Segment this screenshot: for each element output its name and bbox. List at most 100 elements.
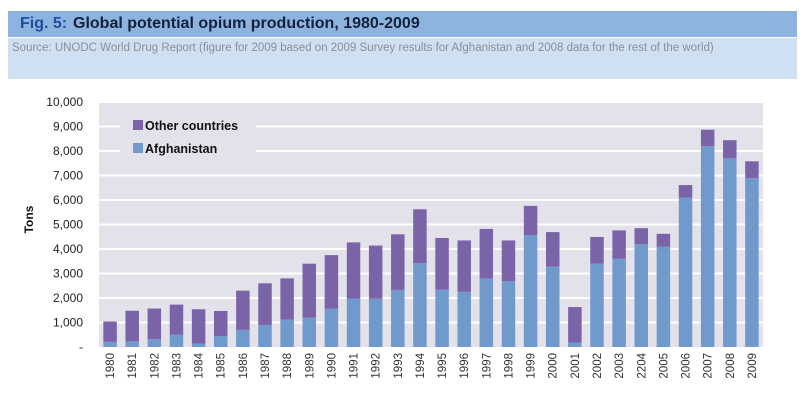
x-tick-label: 1995 xyxy=(437,353,449,379)
legend-label-other-countries: Other countries xyxy=(145,119,238,133)
bar-other-countries xyxy=(479,228,494,279)
y-tick-label: 10,000 xyxy=(46,95,83,109)
x-tick-label: 2009 xyxy=(747,353,759,379)
x-tick-label: 1991 xyxy=(349,353,361,379)
bar-other-countries xyxy=(656,233,671,247)
bar-afghanistan xyxy=(568,342,582,347)
bar-other-countries xyxy=(368,245,383,299)
bar-afghanistan xyxy=(346,298,361,347)
x-tick-label: 2001 xyxy=(570,353,582,379)
bar-other-countries xyxy=(302,263,317,318)
bar-other-countries xyxy=(501,240,516,282)
gridlines xyxy=(99,101,763,324)
x-tick-label: 1999 xyxy=(526,353,538,379)
bar-other-countries xyxy=(213,310,228,336)
bar-other-countries xyxy=(435,237,449,290)
x-tick-label: 1985 xyxy=(216,353,228,379)
bar-other-countries xyxy=(723,140,737,159)
bars xyxy=(103,129,759,347)
bar-other-countries xyxy=(413,209,427,264)
x-tick-label: 2002 xyxy=(592,353,604,379)
figure-header: Fig. 5: Global potential opium productio… xyxy=(8,11,797,37)
y-tick-label: - xyxy=(79,340,83,354)
y-tick-label: 8,000 xyxy=(53,144,83,158)
bar-afghanistan xyxy=(501,281,516,347)
bar-other-countries xyxy=(568,307,582,343)
bar-afghanistan xyxy=(678,197,693,347)
bar-other-countries xyxy=(324,255,339,309)
x-tick-label: 2000 xyxy=(548,353,560,379)
legend-swatch-other-countries xyxy=(133,120,143,130)
bar-afghanistan xyxy=(302,317,317,347)
bar-afghanistan xyxy=(191,343,206,347)
x-tick-label: 2008 xyxy=(725,353,737,379)
y-axis-ticks: - 1,000 2,000 3,000 4,000 5,000 6,000 7,000 8,00… xyxy=(46,95,83,354)
bar-afghanistan xyxy=(280,319,294,347)
x-tick-label: 1998 xyxy=(503,353,515,379)
bar-other-countries xyxy=(612,230,626,259)
bar-other-countries xyxy=(191,309,206,344)
bar-other-countries xyxy=(280,278,294,320)
x-tick-label: 1992 xyxy=(371,353,383,379)
x-tick-label: 1987 xyxy=(260,353,272,379)
bar-other-countries xyxy=(678,185,693,198)
bar-afghanistan xyxy=(213,335,228,347)
x-tick-label: 1980 xyxy=(105,353,117,379)
y-axis-label: Tons xyxy=(22,205,36,233)
bar-other-countries xyxy=(457,240,471,292)
bar-afghanistan xyxy=(103,341,117,347)
x-tick-label: 1994 xyxy=(415,352,427,378)
x-tick-label: 1996 xyxy=(459,353,471,379)
y-tick-label: 9,000 xyxy=(53,120,83,134)
bar-afghanistan xyxy=(236,329,250,347)
y-tick-label: 4,000 xyxy=(53,242,83,256)
figure-title: Global potential opium production, 1980-… xyxy=(73,15,420,32)
bar-afghanistan xyxy=(258,324,272,347)
x-tick-label: 1993 xyxy=(393,353,405,379)
x-tick-label: 1989 xyxy=(304,353,316,379)
bar-afghanistan xyxy=(125,341,139,347)
y-tick-label: 7,000 xyxy=(53,169,83,183)
x-tick-label: 1981 xyxy=(127,353,139,379)
x-tick-label: 2204 xyxy=(636,352,648,378)
bar-afghanistan xyxy=(612,258,626,347)
source-note: Source: UNODC World Drug Report (figure … xyxy=(8,38,797,79)
bar-afghanistan xyxy=(700,146,715,347)
bar-afghanistan xyxy=(413,263,427,347)
bar-afghanistan xyxy=(391,289,405,347)
bar-other-countries xyxy=(169,304,184,335)
bar-afghanistan xyxy=(634,244,649,347)
bar-other-countries xyxy=(545,232,560,267)
figure-number: Fig. 5: xyxy=(20,15,68,32)
x-tick-label: 1983 xyxy=(171,353,183,379)
x-tick-label: 1997 xyxy=(481,353,493,379)
y-tick-label: 1,000 xyxy=(53,316,83,330)
x-tick-label: 1988 xyxy=(282,353,294,379)
bar-other-countries xyxy=(346,242,361,299)
y-tick-label: 3,000 xyxy=(53,267,83,281)
y-tick-label: 2,000 xyxy=(53,291,83,305)
x-tick-label: 2005 xyxy=(658,353,670,379)
bar-afghanistan xyxy=(745,177,759,347)
bar-afghanistan xyxy=(523,235,538,347)
legend-label-afghanistan: Afghanistan xyxy=(145,142,217,156)
bar-afghanistan xyxy=(545,266,560,347)
x-tick-label: 1986 xyxy=(238,353,250,379)
bar-other-countries xyxy=(523,205,538,236)
x-tick-label: 2003 xyxy=(614,353,626,379)
bar-other-countries xyxy=(103,321,117,342)
bar-afghanistan xyxy=(169,334,184,347)
bar-afghanistan xyxy=(656,246,671,347)
x-tick-label: 1984 xyxy=(194,352,206,378)
x-axis-ticks: 1980 1981 1982 1983 1984 1985 1986 1987 1988 1989… xyxy=(105,352,759,378)
bar-afghanistan xyxy=(479,278,494,347)
bar-other-countries xyxy=(391,234,405,290)
bar-afghanistan xyxy=(590,263,604,347)
bar-other-countries xyxy=(125,310,139,342)
bar-other-countries xyxy=(236,290,250,330)
bar-afghanistan xyxy=(435,289,449,347)
bar-other-countries xyxy=(258,283,272,325)
legend: Other countries Afghanistan xyxy=(120,114,256,161)
bar-afghanistan xyxy=(368,298,383,347)
